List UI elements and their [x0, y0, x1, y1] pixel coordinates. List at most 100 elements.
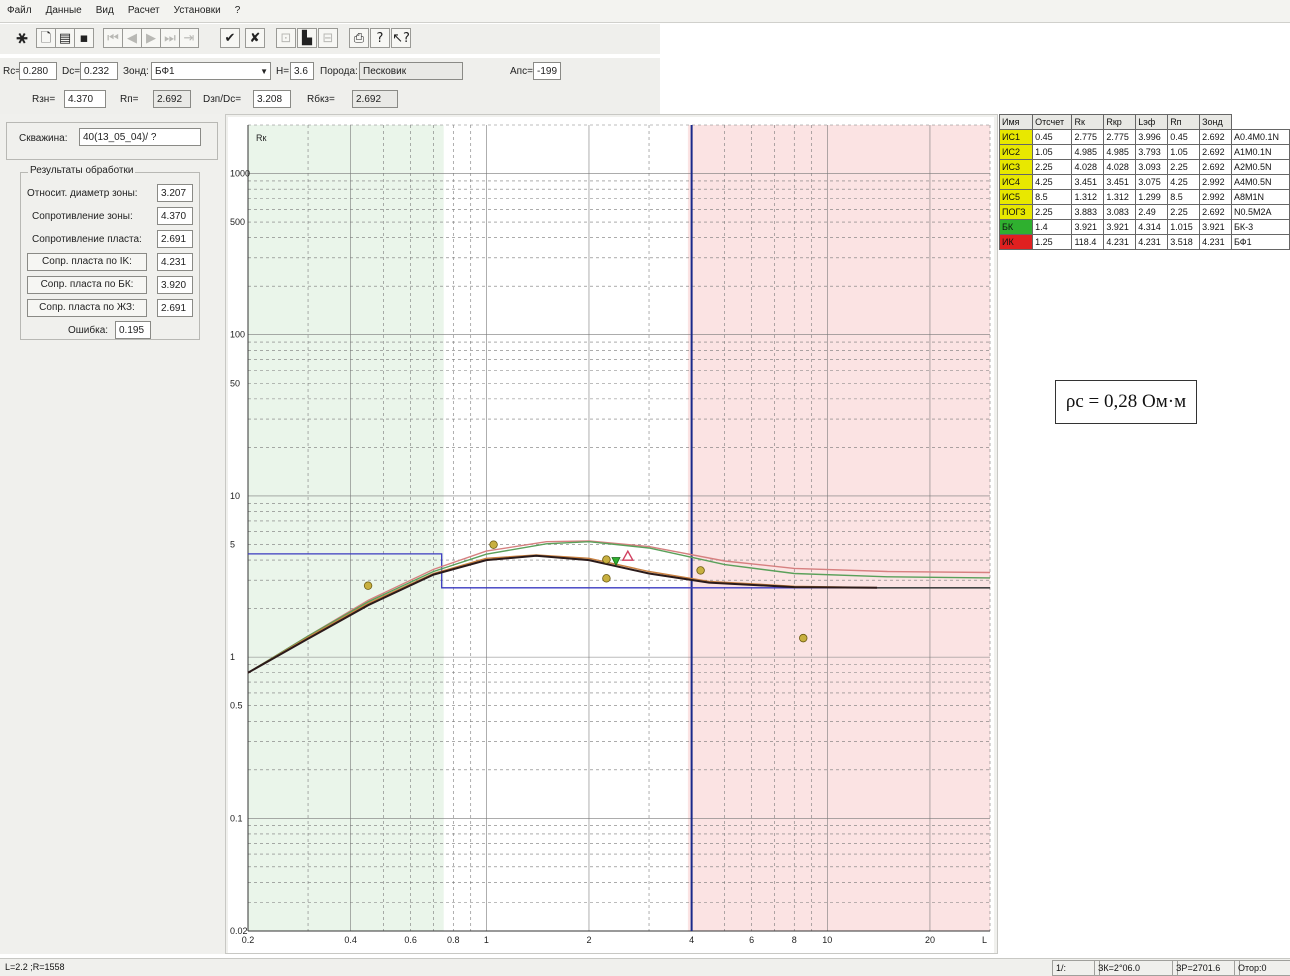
data-marker-3 [602, 574, 611, 583]
x-tick-label: 6 [749, 935, 754, 945]
end-record-icon[interactable]: ⇥ [179, 28, 199, 48]
table-cell: 3.075 [1135, 174, 1169, 190]
y-tick-label: 0.02 [230, 926, 248, 936]
params-row-2: Rзн= 4.370 Rп= 2.692 Dзп/Dc= 3.208 Rбкз=… [0, 86, 660, 114]
well-group [6, 122, 218, 160]
prev-record-icon[interactable]: ◀ [122, 28, 142, 48]
col-header[interactable]: Зонд [1199, 114, 1232, 130]
table-cell: 4.231 [1199, 234, 1232, 250]
gz-resistance-button[interactable]: Сопр. пласта по ЖЗ: [27, 299, 147, 317]
x-tick-label: 0.4 [344, 935, 357, 945]
table-cell: N0.5M2A [1231, 204, 1290, 220]
stamp-icon[interactable]: ▙ [297, 28, 317, 48]
col-header[interactable]: Rк [1071, 114, 1105, 130]
table-cell: 4.231 [1103, 234, 1137, 250]
error-value: 0.195 [115, 321, 151, 339]
alpha-input[interactable]: -199 [533, 62, 561, 80]
probe-select[interactable]: БФ1 ▼ [151, 62, 271, 80]
disabled-tool-2-icon[interactable]: ⊟ [318, 28, 338, 48]
disabled-tool-1-icon[interactable]: ⊡ [276, 28, 296, 48]
table-cell: 4.314 [1135, 219, 1169, 235]
row-name-cell: БК [998, 219, 1034, 235]
probe-select-value: БФ1 [155, 66, 175, 77]
table-cell: 1.299 [1135, 189, 1169, 205]
table-row[interactable]: ИС3 2.25 4.028 4.028 3.093 2.25 2.692 A2M0.5N [998, 159, 1290, 175]
rbk-field: 2.692 [352, 90, 398, 108]
table-row[interactable]: ИС5 8.5 1.312 1.312 1.299 8.5 2.992 A8M1N [998, 189, 1290, 205]
table-row[interactable]: ПОГЗ 2.25 3.883 3.083 2.49 2.25 2.692 N0.5M2A [998, 204, 1290, 220]
table-cell: БК-3 [1231, 219, 1290, 235]
menu-item-4[interactable]: Установки [173, 5, 221, 16]
menu-item-1[interactable]: Данные [45, 5, 82, 16]
open-folder-icon[interactable]: ▤ [55, 28, 75, 48]
table-cell: 0.45 [1167, 129, 1201, 145]
h-input[interactable]: 3.6 [290, 62, 314, 80]
save-icon[interactable]: ▪ [74, 28, 94, 48]
table-cell: 2.775 [1103, 129, 1137, 145]
d-label: Dзп/Dc= [203, 94, 242, 105]
table-cell: A8M1N [1231, 189, 1290, 205]
table-cell: 1.05 [1032, 144, 1073, 160]
last-record-icon[interactable]: ⏭ [160, 28, 180, 48]
table-cell: 4.028 [1071, 159, 1105, 175]
table-row[interactable]: ИК 1.25 118.4 4.231 4.231 3.518 4.231 БФ1 [998, 234, 1290, 250]
well-label: Скважина: [19, 133, 68, 144]
resistivity-chart[interactable]: 0.2 0.4 0.6 0.8 1 2 4 6 8 10 20 0.02 0.1 0.5 1 5 10 50 100… [228, 117, 994, 953]
menu-item-2[interactable]: Вид [95, 5, 114, 16]
col-header[interactable]: Rкр [1103, 114, 1137, 130]
table-cell: A4M0.5N [1231, 174, 1290, 190]
table-cell: БФ1 [1231, 234, 1290, 250]
layer-resistance-label: Сопротивление пласта: [32, 234, 142, 245]
data-marker-6 [611, 557, 621, 567]
ik-resistance-button[interactable]: Сопр. пласта по IK: [27, 253, 147, 271]
new-file-icon[interactable]: 🗋 [36, 28, 56, 48]
row-name-cell: ИС3 [998, 159, 1034, 175]
table-row[interactable]: БК 1.4 3.921 3.921 4.314 1.015 3.921 БК-3 [998, 219, 1290, 235]
series-line-3 [247, 554, 878, 674]
rel-diameter-value: 3.207 [157, 184, 193, 202]
y-axis-label: Rк [256, 133, 266, 143]
table-row[interactable]: ИС2 1.05 4.985 4.985 3.793 1.05 2.692 A1M0.1N [998, 144, 1290, 160]
row-name-cell: ИС1 [998, 129, 1034, 145]
table-header-row: Имя Отсчет Rк Rкр Lэф Rп Зонд [998, 114, 1290, 130]
printer-icon[interactable]: ⎙ [349, 28, 369, 48]
cancel-x-icon[interactable]: ✘ [245, 28, 265, 48]
rzn-input[interactable]: 4.370 [64, 90, 106, 108]
col-header[interactable]: Rп [1167, 114, 1201, 130]
table-cell: 4.231 [1135, 234, 1169, 250]
rock-label: Порода: [320, 66, 358, 77]
menu-item-0[interactable]: Файл [7, 5, 32, 16]
rc-input[interactable]: 0.280 [19, 62, 57, 80]
probe-label: Зонд: [123, 66, 149, 77]
help-icon[interactable]: ? [370, 28, 390, 48]
app-logo-icon[interactable]: ⚹ [16, 27, 28, 48]
row-name-cell: ИС4 [998, 174, 1034, 190]
next-record-icon[interactable]: ▶ [141, 28, 161, 48]
results-table: Имя Отсчет Rк Rкр Lэф Rп Зонд ИС1 0.45 2.775 2.77… [998, 114, 1290, 250]
dc-input[interactable]: 0.232 [80, 62, 118, 80]
context-help-icon[interactable]: ↖? [391, 28, 411, 48]
well-input[interactable]: 40(13_05_04)/ ? [79, 128, 201, 146]
table-row[interactable]: ИС4 4.25 3.451 3.451 3.075 4.25 2.992 A4M0.5N [998, 174, 1290, 190]
data-marker-1 [489, 540, 498, 549]
col-header[interactable]: Отсчет [1032, 114, 1073, 130]
table-cell: 2.25 [1032, 159, 1073, 175]
accept-check-icon[interactable]: ✔ [220, 28, 240, 48]
rc-label: Rc= [3, 66, 22, 77]
row-name-cell: ИС2 [998, 144, 1034, 160]
table-cell: 4.985 [1103, 144, 1137, 160]
chevron-down-icon[interactable]: ▼ [260, 67, 268, 76]
data-marker-0 [363, 581, 373, 590]
table-row[interactable]: ИС1 0.45 2.775 2.775 3.996 0.45 2.692 A0.4M0.1N [998, 129, 1290, 145]
menu-item-3[interactable]: Расчет [127, 5, 160, 16]
y-tick-label: 0.5 [230, 701, 243, 711]
first-record-icon[interactable]: ⏮ [103, 28, 123, 48]
table-cell: 4.028 [1103, 159, 1137, 175]
dc-label: Dc= [62, 66, 81, 77]
menu-item-5[interactable]: ? [234, 5, 241, 16]
col-header[interactable]: Имя [998, 114, 1034, 130]
bk-resistance-button[interactable]: Сопр. пласта по БК: [27, 276, 147, 294]
x-tick-label: 0.8 [447, 935, 460, 945]
col-header[interactable]: Lэф [1135, 114, 1169, 130]
d-input[interactable]: 3.208 [253, 90, 291, 108]
